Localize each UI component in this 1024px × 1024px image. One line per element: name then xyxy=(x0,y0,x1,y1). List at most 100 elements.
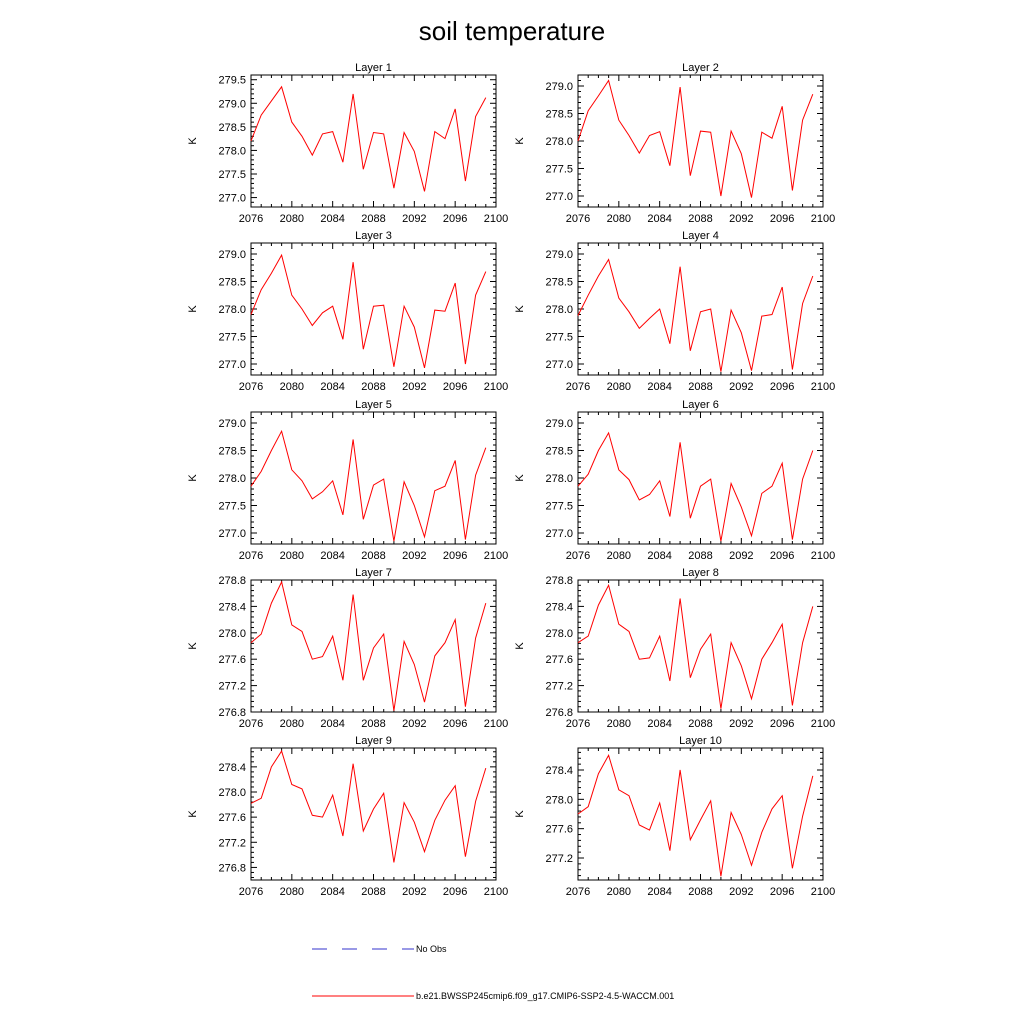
x-tick-label: 2088 xyxy=(361,213,385,225)
x-tick-label: 2096 xyxy=(443,213,467,225)
y-tick-label: 278.4 xyxy=(218,762,246,774)
x-tick-label: 2076 xyxy=(239,381,263,393)
y-tick-label: 277.6 xyxy=(218,654,246,666)
y-tick-label: 278.4 xyxy=(545,765,573,777)
y-tick-label: 278.5 xyxy=(545,277,573,289)
x-tick-label: 2080 xyxy=(280,718,304,730)
x-tick-label: 2092 xyxy=(729,550,753,562)
y-tick-label: 278.0 xyxy=(218,145,246,157)
plot-frame xyxy=(250,242,497,376)
y-tick-label: 278.4 xyxy=(545,601,573,613)
series-line xyxy=(577,583,814,709)
chart-panel-7: Layer 7 K 2076 2080 2084 2088 2092 2096 2100 276.… xyxy=(187,567,508,730)
x-tick-label: 2076 xyxy=(566,381,590,393)
y-tick-label: 277.0 xyxy=(545,359,573,371)
x-tick-label: 2100 xyxy=(811,381,835,393)
x-tick-label: 2088 xyxy=(361,718,385,730)
x-tick-label: 2076 xyxy=(566,718,590,730)
x-tick-label: 2096 xyxy=(443,550,467,562)
y-tick-label: 277.0 xyxy=(218,193,246,205)
x-tick-label: 2096 xyxy=(770,550,794,562)
series-line xyxy=(250,749,487,863)
x-tick-label: 2080 xyxy=(280,381,304,393)
series-line xyxy=(577,258,814,372)
y-tick-label: 278.4 xyxy=(218,601,246,613)
x-tick-label: 2092 xyxy=(729,381,753,393)
y-tick-label: 278.0 xyxy=(218,473,246,485)
chart-panel-9: Layer 9 K 2076 2080 2084 2088 2092 2096 2100 276.… xyxy=(187,735,508,898)
x-tick-label: 2088 xyxy=(688,381,712,393)
panel-title: Layer 10 xyxy=(679,735,722,747)
y-tick-label: 277.2 xyxy=(545,681,573,693)
chart-panel-10: Layer 10 K 2076 2080 2084 2088 2092 2096 2100 277… xyxy=(514,735,835,898)
y-tick-label: 278.0 xyxy=(218,787,246,799)
y-tick-label: 277.2 xyxy=(545,853,573,865)
x-tick-label: 2080 xyxy=(607,381,631,393)
x-tick-label: 2076 xyxy=(239,550,263,562)
x-tick-label: 2076 xyxy=(566,550,590,562)
panel-title: Layer 5 xyxy=(355,399,392,411)
y-tick-label: 277.0 xyxy=(545,528,573,540)
chart-panel-3: Layer 3 K 2076 2080 2084 2088 2092 2096 2100 277.… xyxy=(187,230,508,393)
y-tick-label: 278.8 xyxy=(218,575,246,587)
x-tick-label: 2096 xyxy=(443,381,467,393)
panel-title: Layer 8 xyxy=(682,567,719,579)
x-tick-label: 2100 xyxy=(811,718,835,730)
x-tick-label: 2096 xyxy=(770,381,794,393)
panel-title: Layer 6 xyxy=(682,399,719,411)
y-tick-label: 279.0 xyxy=(218,418,246,430)
y-axis-label: K xyxy=(514,642,526,650)
plot-frame xyxy=(250,579,497,713)
y-tick-label: 276.8 xyxy=(218,862,246,874)
x-tick-label: 2092 xyxy=(402,550,426,562)
y-tick-label: 278.5 xyxy=(218,277,246,289)
panel-grid: Layer 1 K 2076 2080 2084 2088 2092 2096 2100 277.… xyxy=(187,62,835,898)
x-tick-label: 2084 xyxy=(320,213,344,225)
x-tick-label: 2088 xyxy=(361,886,385,898)
legend-label-model: b.e21.BWSSP245cmip6.f09_g17.CMIP6-SSP2-4… xyxy=(416,991,674,1001)
x-tick-label: 2080 xyxy=(607,213,631,225)
x-tick-label: 2084 xyxy=(647,718,671,730)
y-axis-label: K xyxy=(187,137,199,145)
y-tick-label: 277.5 xyxy=(218,501,246,513)
y-axis-label: K xyxy=(187,810,199,818)
y-tick-label: 277.6 xyxy=(545,824,573,836)
y-tick-label: 278.5 xyxy=(545,446,573,458)
x-tick-label: 2076 xyxy=(239,886,263,898)
x-tick-label: 2076 xyxy=(566,886,590,898)
y-tick-label: 278.5 xyxy=(218,446,246,458)
y-axis-label: K xyxy=(187,305,199,313)
x-tick-label: 2100 xyxy=(811,213,835,225)
y-tick-label: 278.0 xyxy=(218,304,246,316)
x-tick-label: 2088 xyxy=(361,550,385,562)
x-tick-label: 2084 xyxy=(647,381,671,393)
y-tick-label: 278.0 xyxy=(545,794,573,806)
y-tick-label: 278.0 xyxy=(545,304,573,316)
plot-frame xyxy=(577,411,824,545)
y-tick-label: 278.8 xyxy=(545,575,573,587)
y-tick-label: 277.5 xyxy=(545,501,573,513)
series-line xyxy=(577,754,814,877)
x-tick-label: 2100 xyxy=(811,886,835,898)
y-tick-label: 278.5 xyxy=(545,109,573,121)
y-tick-label: 277.5 xyxy=(218,332,246,344)
y-tick-label: 279.0 xyxy=(545,418,573,430)
y-tick-label: 276.8 xyxy=(218,707,246,719)
x-tick-label: 2096 xyxy=(443,886,467,898)
x-tick-label: 2076 xyxy=(239,213,263,225)
legend-label-no-obs: No Obs xyxy=(416,944,447,954)
x-tick-label: 2084 xyxy=(320,381,344,393)
series-line xyxy=(250,429,487,542)
x-tick-label: 2096 xyxy=(770,213,794,225)
y-tick-label: 278.0 xyxy=(545,473,573,485)
x-tick-label: 2076 xyxy=(239,718,263,730)
y-tick-label: 279.0 xyxy=(545,81,573,93)
panel-title: Layer 9 xyxy=(355,735,392,747)
y-tick-label: 277.5 xyxy=(545,164,573,176)
series-line xyxy=(577,79,814,198)
x-tick-label: 2084 xyxy=(647,213,671,225)
x-tick-label: 2100 xyxy=(484,213,508,225)
x-tick-label: 2092 xyxy=(729,718,753,730)
y-tick-label: 278.0 xyxy=(545,136,573,148)
